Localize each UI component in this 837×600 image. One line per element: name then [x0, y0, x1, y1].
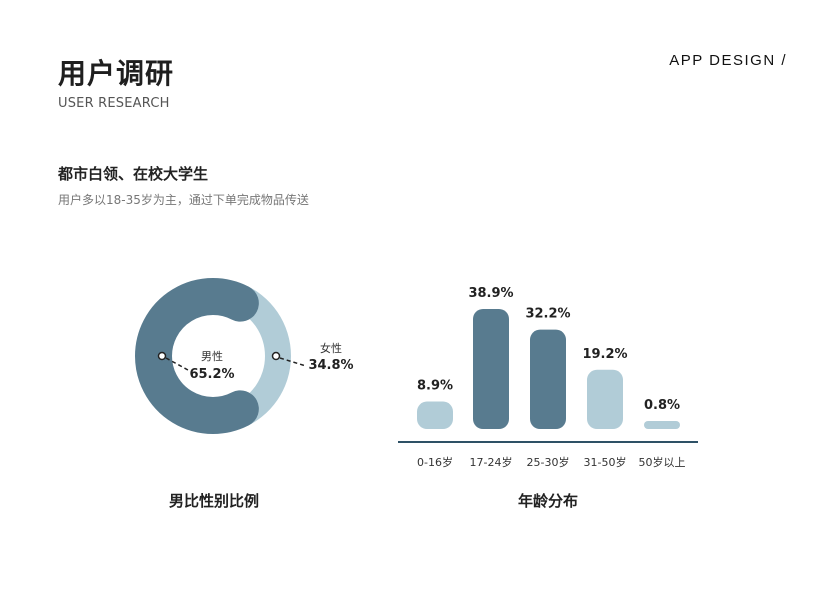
bar-category-label-4: 50岁以上: [639, 455, 686, 469]
brand-label: APP DESIGN /: [669, 52, 787, 69]
bar-value-label-4: 0.8%: [644, 398, 680, 413]
donut-slice-female: [231, 283, 291, 429]
bar-1: [473, 309, 509, 429]
bar-value-label-3: 19.2%: [582, 347, 627, 362]
bar-0: [417, 401, 453, 429]
female-leader-dot: [271, 351, 281, 361]
female-label: 女性: [320, 341, 342, 355]
female-leader-line: [279, 357, 307, 367]
bar-value-label-0: 8.9%: [417, 379, 453, 394]
age-chart-title: 年龄分布: [517, 492, 579, 510]
section-description: 用户多以18-35岁为主，通过下单完成物品传送: [58, 193, 309, 207]
bar-value-label-1: 38.9%: [468, 286, 513, 301]
bar-category-label-2: 25-30岁: [527, 455, 570, 469]
bar-2: [530, 329, 566, 429]
bar-category-label-0: 0-16岁: [417, 455, 453, 469]
page-subtitle: USER RESEARCH: [58, 96, 170, 111]
bar-3: [587, 369, 623, 429]
female-value-label: 34.8%: [308, 358, 353, 373]
bar-4: [644, 421, 680, 429]
bar-value-label-2: 32.2%: [525, 307, 570, 322]
gender-donut-chart: 男性 65.2% 女性 34.8%: [135, 278, 354, 434]
page-title: 用户调研: [58, 57, 175, 90]
male-value-label: 65.2%: [189, 367, 234, 382]
age-bar-chart: 8.9% 0-16岁 38.9% 17-24岁 32.2% 25-30岁 19.2% 31-5…: [398, 286, 698, 469]
male-label: 男性: [201, 349, 223, 363]
section-heading: 都市白领、在校大学生: [58, 165, 209, 183]
male-leader-dot: [157, 351, 167, 361]
bar-category-label-3: 31-50岁: [584, 455, 627, 469]
bar-category-label-1: 17-24岁: [470, 455, 513, 469]
donut-slice-male: [135, 278, 259, 434]
gender-chart-title: 男比性别比例: [168, 492, 260, 510]
